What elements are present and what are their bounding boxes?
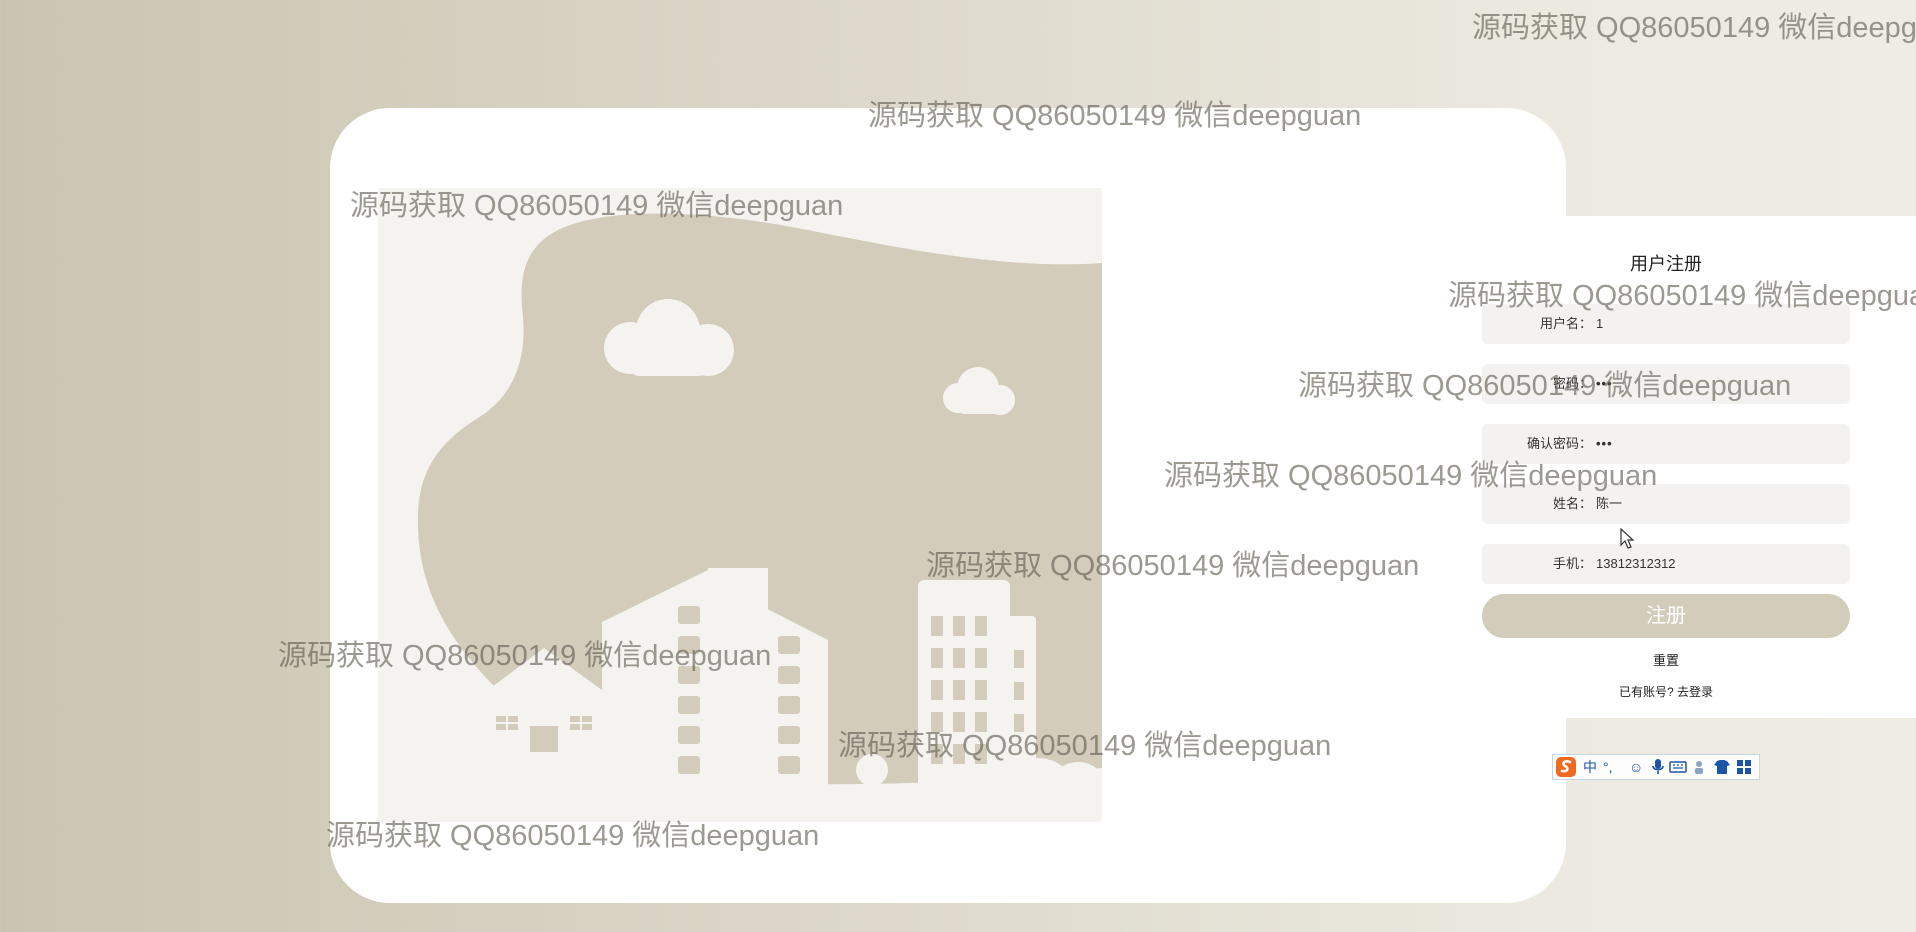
mouse-cursor-icon bbox=[1620, 528, 1635, 549]
name-label: 姓名： bbox=[1552, 496, 1592, 511]
password-input[interactable]: ••• bbox=[1596, 376, 1613, 391]
watermark: 源码获取 QQ86050149 微信deepguan bbox=[1472, 12, 1916, 44]
register-card bbox=[1422, 216, 1916, 718]
emoji-icon[interactable]: ☺ bbox=[1629, 759, 1644, 775]
city-illustration bbox=[378, 188, 1102, 822]
has-account-text: 已有账号? bbox=[1618, 685, 1674, 699]
phone-label: 手机： bbox=[1552, 556, 1592, 571]
name-field[interactable]: 姓名： bbox=[1482, 484, 1850, 524]
username-input[interactable] bbox=[1596, 304, 1836, 344]
punctuation-toggle[interactable]: °, bbox=[1603, 759, 1613, 775]
password-field[interactable]: 密码： ••• bbox=[1482, 364, 1850, 404]
microphone-icon[interactable] bbox=[1651, 758, 1665, 780]
grid-menu-icon[interactable] bbox=[1735, 758, 1753, 780]
shirt-icon[interactable] bbox=[1713, 758, 1731, 780]
keyboard-icon[interactable] bbox=[1669, 758, 1687, 780]
name-input[interactable] bbox=[1596, 484, 1836, 524]
confirm-password-input[interactable]: ••• bbox=[1596, 436, 1613, 451]
register-button[interactable]: 注册 bbox=[1482, 594, 1850, 638]
confirm-password-label: 确认密码： bbox=[1526, 436, 1592, 451]
username-field[interactable]: 用户名： bbox=[1482, 304, 1850, 344]
ime-mode-toggle[interactable]: 中 bbox=[1583, 759, 1597, 775]
skin-icon[interactable] bbox=[1691, 758, 1709, 780]
login-prompt: 已有账号? 去登录 bbox=[1580, 683, 1752, 700]
phone-input[interactable] bbox=[1596, 544, 1836, 584]
phone-field[interactable]: 手机： bbox=[1482, 544, 1850, 584]
username-label: 用户名： bbox=[1539, 316, 1592, 331]
reset-button[interactable]: 重置 bbox=[1652, 653, 1679, 668]
ime-toolbar: 中 °, ☺ bbox=[1552, 754, 1760, 780]
sogou-s-icon[interactable] bbox=[1555, 756, 1579, 782]
go-login-link[interactable]: 去登录 bbox=[1677, 685, 1714, 699]
password-label: 密码： bbox=[1552, 376, 1592, 391]
register-title: 用户注册 bbox=[1630, 254, 1702, 274]
confirm-password-field[interactable]: 确认密码： ••• bbox=[1482, 424, 1850, 464]
